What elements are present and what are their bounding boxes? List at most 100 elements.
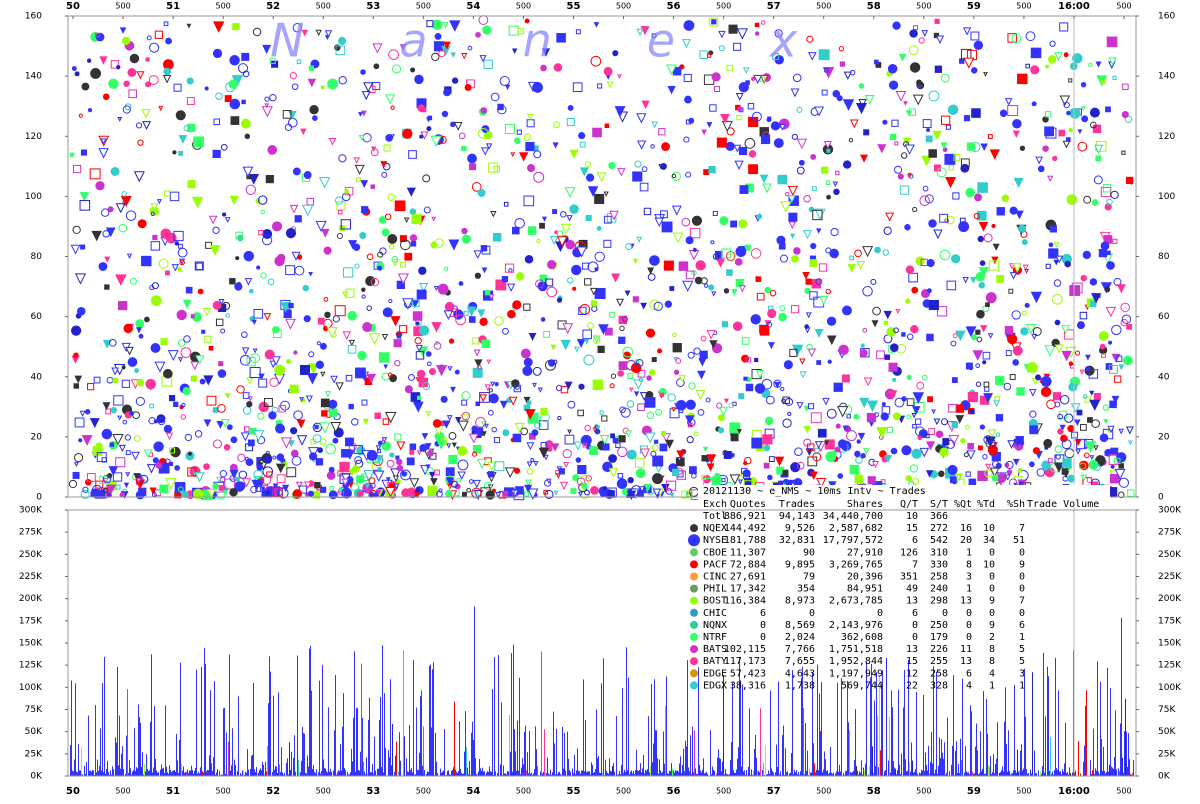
texture-bar	[1006, 744, 1007, 776]
texture-bar	[340, 744, 341, 776]
texture-dot	[297, 420, 304, 427]
texture-dot	[1007, 470, 1012, 475]
x-tick-label: 500	[616, 787, 631, 796]
texture-bar	[550, 770, 551, 776]
texture-dot	[585, 490, 590, 495]
texture-dot	[717, 138, 726, 147]
texture-dot	[482, 340, 489, 347]
texture-dot	[1099, 249, 1106, 256]
texture-dot	[248, 440, 254, 446]
texture-bar	[290, 770, 291, 776]
texture-dot	[765, 287, 771, 293]
x-tick-label: 57	[767, 1, 781, 12]
texture-dot	[342, 450, 349, 457]
texture-dot	[531, 458, 534, 461]
texture-dot	[917, 80, 922, 85]
texture-bar	[286, 763, 287, 776]
texture-dot	[568, 401, 575, 408]
texture-dot	[148, 465, 156, 473]
texture-dot	[1049, 243, 1053, 247]
texture-bar	[366, 757, 367, 776]
texture-dot	[905, 225, 910, 230]
y-tick-label: 50K	[25, 727, 43, 737]
texture-dot	[827, 149, 830, 152]
texture-bar	[886, 658, 887, 776]
texture-bar	[483, 771, 484, 776]
table-cell: 9	[989, 620, 995, 631]
texture-bar	[1107, 668, 1108, 776]
texture-dot	[952, 422, 957, 427]
texture-dot	[873, 307, 881, 315]
texture-bar	[648, 716, 649, 776]
texture-bar	[712, 767, 713, 776]
texture-bar	[224, 708, 225, 776]
texture-dot	[459, 282, 463, 286]
texture-bar	[682, 765, 683, 776]
texture-dot	[978, 446, 982, 450]
texture-bar	[952, 746, 953, 776]
texture-dot	[1106, 107, 1111, 112]
y-tick-label: 40	[1158, 372, 1170, 382]
texture-dot	[1002, 195, 1008, 201]
texture-bar	[97, 760, 98, 776]
texture-dot	[898, 174, 903, 179]
texture-bar	[904, 670, 905, 776]
texture-bar	[814, 763, 815, 776]
texture-dot	[634, 259, 638, 263]
texture-dot	[625, 291, 629, 295]
texture-bar	[898, 690, 899, 776]
texture-dot	[257, 465, 263, 471]
texture-bar	[751, 769, 752, 776]
texture-bar	[487, 771, 488, 776]
texture-dot	[196, 263, 202, 269]
texture-dot	[353, 244, 359, 250]
texture-dot	[170, 192, 179, 201]
texture-dot	[417, 370, 425, 378]
texture-dot	[428, 486, 437, 495]
texture-bar	[583, 679, 584, 776]
texture-dot	[241, 119, 250, 128]
texture-bar	[204, 648, 205, 776]
texture-dot	[616, 443, 620, 447]
texture-dot	[1050, 226, 1056, 232]
table-cell: NQNX	[703, 620, 727, 631]
texture-dot	[521, 428, 528, 435]
texture-bar	[1118, 768, 1119, 776]
texture-dot	[792, 134, 797, 139]
texture-bar	[827, 770, 828, 776]
texture-dot	[541, 318, 545, 322]
texture-bar	[1121, 618, 1122, 776]
texture-bar	[829, 773, 830, 776]
texture-dot	[1077, 322, 1084, 329]
texture-bar	[478, 772, 479, 776]
texture-dot	[604, 192, 608, 196]
texture-dot	[620, 326, 624, 330]
texture-dot	[457, 478, 461, 482]
texture-dot	[960, 59, 964, 63]
texture-dot	[328, 79, 338, 89]
texture-dot	[871, 279, 876, 284]
texture-dot	[204, 308, 211, 315]
y-tick-label: 175K	[19, 616, 43, 626]
texture-dot	[111, 407, 116, 412]
texture-bar	[327, 772, 328, 776]
texture-dot	[735, 161, 743, 169]
texture-dot	[732, 290, 737, 295]
texture-bar	[889, 717, 890, 776]
texture-bar	[857, 771, 858, 776]
texture-bar	[748, 767, 749, 776]
texture-dot	[474, 251, 481, 258]
texture-dot	[304, 172, 311, 179]
texture-bar	[488, 772, 489, 776]
texture-dot	[578, 465, 586, 473]
texture-bar	[388, 750, 389, 776]
texture-bar	[433, 662, 434, 776]
texture-dot	[618, 371, 624, 377]
texture-dot	[992, 257, 998, 263]
texture-bar	[300, 772, 301, 776]
texture-dot	[597, 227, 601, 231]
texture-dot	[586, 215, 591, 220]
texture-dot	[788, 412, 791, 415]
texture-dot	[901, 153, 907, 159]
texture-dot	[415, 338, 421, 344]
